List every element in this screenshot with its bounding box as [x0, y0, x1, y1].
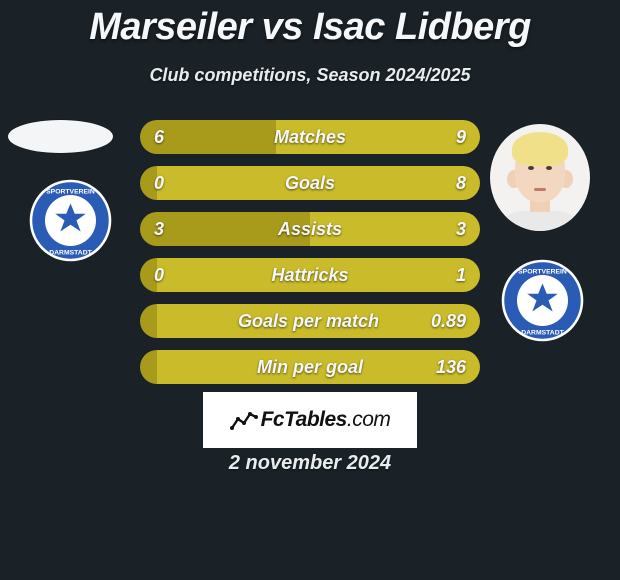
stat-value-left: 0	[154, 173, 186, 194]
stat-label: Min per goal	[186, 357, 434, 378]
stat-value-right: 9	[434, 127, 466, 148]
darmstadt-badge-icon: SPORTVEREIN DARMSTADT	[500, 258, 585, 343]
player-face-icon	[490, 124, 590, 231]
stat-value-right: 8	[434, 173, 466, 194]
date-text: 2 november 2024	[0, 452, 620, 475]
club-badge-left: SPORTVEREIN DARMSTADT	[28, 178, 113, 263]
stat-row: 0Goals8	[140, 166, 480, 200]
stat-row: 6Matches9	[140, 120, 480, 154]
player-right-photo	[490, 124, 590, 231]
svg-text:DARMSTADT: DARMSTADT	[49, 250, 92, 257]
attribution-text: FcTables.com	[261, 408, 391, 432]
player-left-photo	[8, 120, 113, 153]
stat-label: Hattricks	[186, 265, 434, 286]
stat-value-left: 3	[154, 219, 186, 240]
stat-value-left: 6	[154, 127, 186, 148]
subtitle: Club competitions, Season 2024/2025	[0, 65, 620, 86]
stat-value-right: 0.89	[431, 311, 466, 332]
stat-rows: 6Matches90Goals83Assists30Hattricks1Goal…	[140, 120, 480, 396]
page-title: Marseiler vs Isac Lidberg	[0, 0, 620, 49]
stat-row: 0Hattricks1	[140, 258, 480, 292]
stat-row: Goals per match0.89	[140, 304, 480, 338]
stat-row: Min per goal136	[140, 350, 480, 384]
stat-value-right: 3	[434, 219, 466, 240]
stat-label: Matches	[186, 127, 434, 148]
darmstadt-badge-icon: SPORTVEREIN DARMSTADT	[28, 178, 113, 263]
stat-value-right: 136	[434, 357, 466, 378]
club-badge-right: SPORTVEREIN DARMSTADT	[500, 258, 585, 343]
svg-text:SPORTVEREIN: SPORTVEREIN	[518, 268, 567, 275]
stat-label: Goals per match	[186, 311, 431, 332]
attribution: FcTables.com	[203, 392, 417, 448]
stat-label: Assists	[186, 219, 434, 240]
stat-value-right: 1	[434, 265, 466, 286]
stat-row: 3Assists3	[140, 212, 480, 246]
stat-label: Goals	[186, 173, 434, 194]
stat-value-left: 0	[154, 265, 186, 286]
svg-text:SPORTVEREIN: SPORTVEREIN	[46, 188, 95, 195]
svg-text:DARMSTADT: DARMSTADT	[521, 330, 564, 337]
chart-logo-icon	[230, 408, 258, 432]
